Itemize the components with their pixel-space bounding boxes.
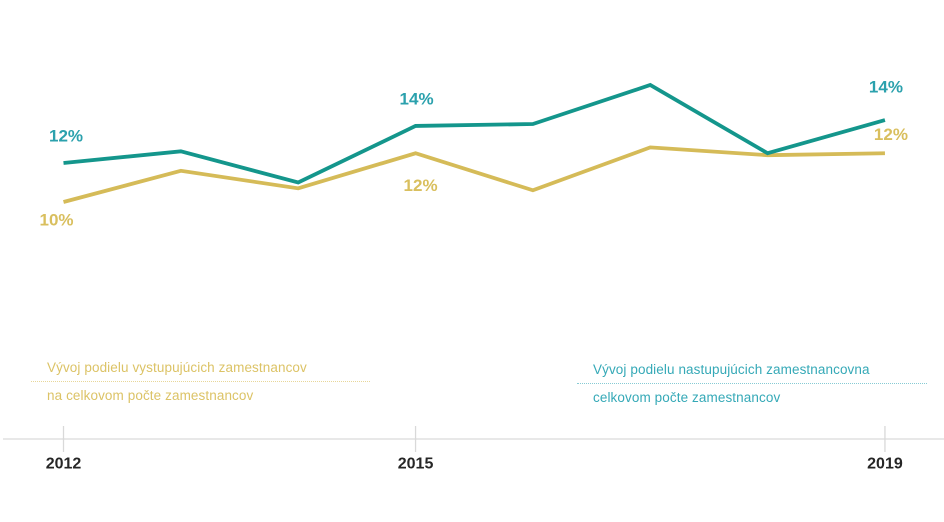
data-label-leaving-2019: 12% bbox=[874, 125, 908, 144]
legend-leaving-line1: Vývoj podielu vystupujúcich zamestnancov bbox=[31, 358, 370, 382]
data-label-joining-2019: 14% bbox=[869, 78, 903, 97]
legend-leaving-line2: na celkovom počte zamestnancov bbox=[47, 388, 254, 403]
data-label-joining-2012: 12% bbox=[49, 127, 83, 146]
legend-leaving: Vývoj podielu vystupujúcich zamestnancov… bbox=[31, 358, 370, 405]
data-label-leaving-2012: 10% bbox=[39, 211, 73, 230]
series-line-leaving bbox=[63, 145, 885, 204]
data-label-leaving-2015: 12% bbox=[404, 176, 438, 195]
series-line-joining bbox=[63, 82, 886, 185]
legend-joining-line1: Vývoj podielu nastupujúcich zamestnancov… bbox=[577, 360, 927, 384]
x-axis-label: 2019 bbox=[867, 456, 903, 473]
legend-joining: Vývoj podielu nastupujúcich zamestnancov… bbox=[577, 360, 927, 407]
data-label-joining-2015: 14% bbox=[400, 89, 434, 108]
x-axis-label: 2012 bbox=[46, 456, 82, 473]
legend-joining-line2: celkovom počte zamestnancov bbox=[593, 390, 781, 405]
x-axis-label: 2015 bbox=[398, 456, 434, 473]
